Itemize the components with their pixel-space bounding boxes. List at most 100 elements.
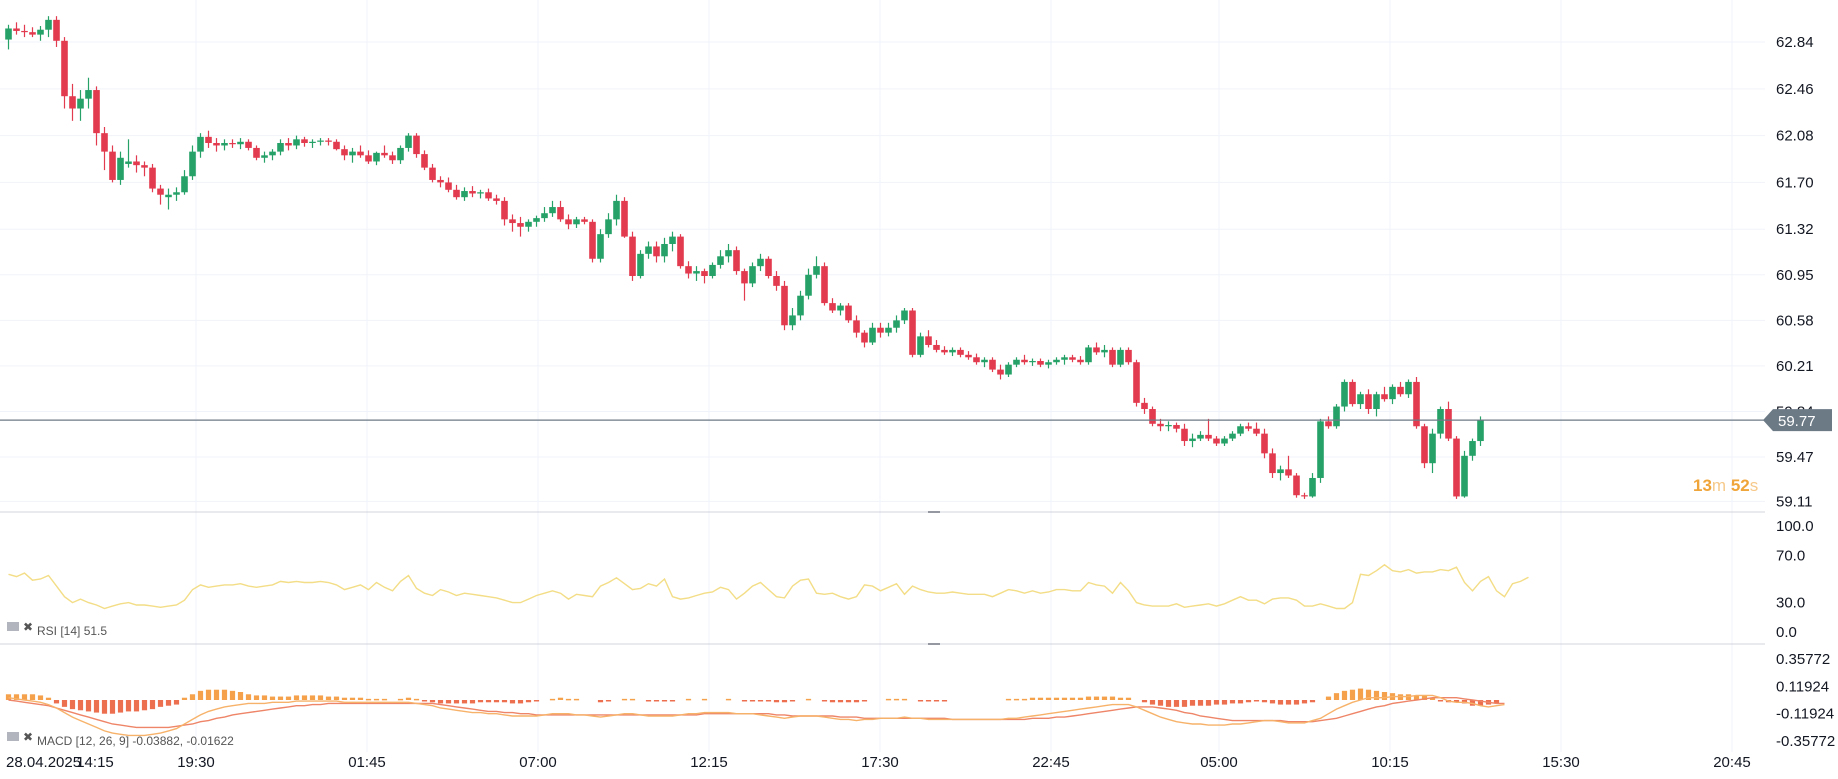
candle[interactable] xyxy=(1277,465,1284,481)
candle[interactable] xyxy=(1205,418,1212,442)
candle[interactable] xyxy=(629,231,636,281)
candle[interactable] xyxy=(597,229,604,263)
candle[interactable] xyxy=(85,77,92,109)
candle[interactable] xyxy=(861,330,868,348)
candle[interactable] xyxy=(677,234,684,269)
candle[interactable] xyxy=(253,145,260,161)
candle[interactable] xyxy=(13,22,20,35)
candle[interactable] xyxy=(1013,357,1020,368)
candle[interactable] xyxy=(1077,356,1084,365)
pane-resize-handle[interactable] xyxy=(928,643,940,645)
candle[interactable] xyxy=(373,151,380,166)
candle[interactable] xyxy=(53,16,60,47)
candle[interactable] xyxy=(277,139,284,156)
candle[interactable] xyxy=(829,298,836,313)
candle[interactable] xyxy=(549,200,556,217)
candle[interactable] xyxy=(605,213,612,238)
candle[interactable] xyxy=(293,135,300,150)
candle[interactable] xyxy=(661,237,668,263)
candle[interactable] xyxy=(1165,421,1172,432)
candle[interactable] xyxy=(1333,404,1340,429)
rsi-pane[interactable]: ✖ RSI [14] 51.5 xyxy=(7,563,1529,638)
candle[interactable] xyxy=(757,253,764,272)
candle[interactable] xyxy=(909,308,916,358)
candle[interactable] xyxy=(749,262,756,288)
candle[interactable] xyxy=(1341,379,1348,412)
candle[interactable] xyxy=(1261,428,1268,459)
candle[interactable] xyxy=(1189,433,1196,448)
candle[interactable] xyxy=(701,268,708,284)
candle[interactable] xyxy=(1461,450,1468,498)
legend-collapse-icon[interactable] xyxy=(7,622,19,631)
candle[interactable] xyxy=(1413,376,1420,429)
candle[interactable] xyxy=(349,147,356,163)
candle[interactable] xyxy=(1469,438,1476,461)
candle[interactable] xyxy=(1421,423,1428,469)
candle[interactable] xyxy=(365,150,372,164)
candle[interactable] xyxy=(533,215,540,227)
candle[interactable] xyxy=(1053,357,1060,365)
candle[interactable] xyxy=(141,161,148,177)
candle[interactable] xyxy=(717,250,724,269)
candle[interactable] xyxy=(261,151,268,163)
candle[interactable] xyxy=(429,163,436,183)
candle[interactable] xyxy=(1301,492,1308,499)
candle[interactable] xyxy=(637,250,644,279)
candle[interactable] xyxy=(157,184,164,205)
candle[interactable] xyxy=(1021,354,1028,365)
candle[interactable] xyxy=(973,353,980,365)
candle[interactable] xyxy=(229,139,236,148)
candle[interactable] xyxy=(1445,401,1452,442)
candle[interactable] xyxy=(821,262,828,306)
candle[interactable] xyxy=(933,340,940,353)
candle[interactable] xyxy=(1325,416,1332,429)
candle[interactable] xyxy=(949,347,956,357)
candle[interactable] xyxy=(109,145,116,183)
candle[interactable] xyxy=(1157,418,1164,432)
candle[interactable] xyxy=(525,219,532,232)
candle[interactable] xyxy=(869,322,876,345)
candle[interactable] xyxy=(781,280,788,331)
candle[interactable] xyxy=(981,357,988,368)
candle[interactable] xyxy=(1437,406,1444,439)
candle[interactable] xyxy=(1101,344,1108,358)
candle[interactable] xyxy=(1245,422,1252,432)
candle[interactable] xyxy=(877,322,884,338)
candle[interactable] xyxy=(1381,386,1388,402)
candle[interactable] xyxy=(853,315,860,338)
candle[interactable] xyxy=(1365,389,1372,414)
candle[interactable] xyxy=(1221,436,1228,446)
candle[interactable] xyxy=(917,332,924,358)
candle[interactable] xyxy=(1349,379,1356,407)
candle[interactable] xyxy=(885,322,892,337)
candle[interactable] xyxy=(925,330,932,348)
candle[interactable] xyxy=(389,151,396,164)
candle[interactable] xyxy=(765,256,772,279)
candle[interactable] xyxy=(21,24,28,38)
candle[interactable] xyxy=(437,176,444,188)
candle[interactable] xyxy=(573,216,580,228)
candle[interactable] xyxy=(117,151,124,185)
candle[interactable] xyxy=(333,139,340,151)
candle[interactable] xyxy=(653,241,660,263)
candle[interactable] xyxy=(1133,359,1140,407)
candle[interactable] xyxy=(453,184,460,200)
candle[interactable] xyxy=(957,347,964,358)
candle[interactable] xyxy=(173,187,180,201)
candle[interactable] xyxy=(1229,431,1236,442)
candle[interactable] xyxy=(77,90,84,121)
candle[interactable] xyxy=(325,138,332,146)
candle[interactable] xyxy=(197,133,204,158)
candle[interactable] xyxy=(1197,431,1204,442)
candle[interactable] xyxy=(1293,473,1300,498)
candle[interactable] xyxy=(1181,423,1188,446)
candle[interactable] xyxy=(989,357,996,373)
candle[interactable] xyxy=(965,351,972,360)
candle[interactable] xyxy=(341,145,348,161)
candle[interactable] xyxy=(1253,422,1260,437)
candle[interactable] xyxy=(1085,344,1092,365)
candle[interactable] xyxy=(789,308,796,331)
candle[interactable] xyxy=(1405,379,1412,398)
